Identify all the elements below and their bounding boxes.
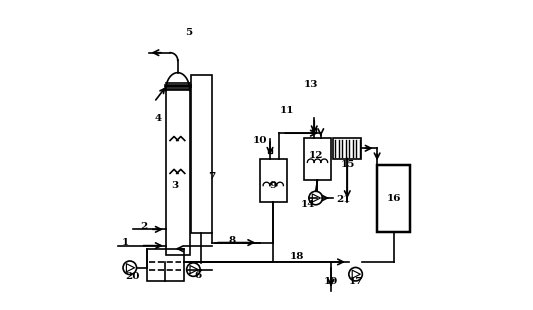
Bar: [191, 75, 212, 233]
Text: 7: 7: [208, 172, 215, 181]
Bar: [304, 138, 331, 180]
Text: 6: 6: [195, 271, 202, 280]
Bar: [260, 159, 287, 202]
Bar: [312, 128, 316, 132]
Text: 16: 16: [386, 194, 401, 203]
Bar: [166, 91, 190, 255]
Text: 19: 19: [323, 277, 337, 286]
Text: 11: 11: [280, 106, 295, 115]
Text: 8: 8: [229, 236, 236, 245]
Bar: [334, 138, 361, 159]
Bar: [147, 249, 183, 281]
Text: 9: 9: [270, 181, 277, 190]
Text: 18: 18: [289, 253, 304, 262]
Text: 15: 15: [341, 160, 355, 169]
Text: 2: 2: [140, 222, 147, 231]
Text: 1: 1: [122, 238, 129, 247]
Text: 4: 4: [155, 114, 162, 123]
Text: 17: 17: [349, 277, 363, 286]
Text: 14: 14: [301, 200, 315, 209]
Text: 13: 13: [304, 81, 318, 90]
Bar: [377, 165, 410, 232]
Text: 20: 20: [125, 272, 140, 281]
Text: 21: 21: [337, 195, 351, 204]
Text: 12: 12: [309, 151, 323, 160]
Text: 5: 5: [185, 28, 192, 37]
Text: 10: 10: [253, 136, 267, 145]
Text: 3: 3: [171, 181, 178, 190]
Bar: [268, 149, 272, 153]
